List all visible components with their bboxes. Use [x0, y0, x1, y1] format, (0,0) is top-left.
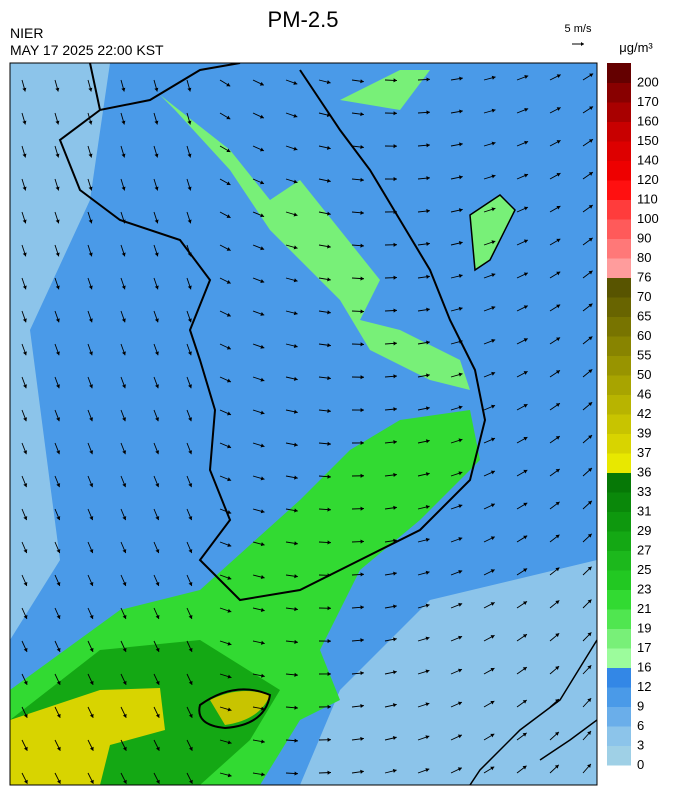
colorbar-box: [607, 414, 631, 434]
colorbar-box: [607, 239, 631, 259]
colorbar-label: 21: [637, 601, 651, 616]
colorbar-label: 120: [637, 172, 659, 187]
colorbar-box: [607, 551, 631, 571]
colorbar-label: 27: [637, 543, 651, 558]
colorbar-box: [607, 63, 631, 83]
colorbar-label: 33: [637, 484, 651, 499]
colorbar-box: [607, 434, 631, 454]
colorbar-label: 36: [637, 465, 651, 480]
colorbar-label: 23: [637, 582, 651, 597]
colorbar-box: [607, 648, 631, 668]
colorbar-label: 100: [637, 211, 659, 226]
colorbar-label: 76: [637, 270, 651, 285]
colorbar-label: 46: [637, 387, 651, 402]
colorbar-box: [607, 668, 631, 688]
colorbar-box: [607, 453, 631, 473]
colorbar-label: 110: [637, 192, 658, 207]
colorbar-label: 170: [637, 94, 659, 109]
colorbar-label: 3: [637, 738, 644, 753]
colorbar-box: [607, 629, 631, 649]
colorbar-box: [607, 531, 631, 551]
colorbar-label: 29: [637, 523, 651, 538]
agency: NIER: [10, 25, 43, 41]
colorbar-label: 16: [637, 660, 651, 675]
colorbar-box: [607, 161, 631, 181]
title: PM-2.5: [268, 7, 339, 32]
colorbar-box: [607, 200, 631, 220]
colorbar-label: 0: [637, 757, 644, 772]
colorbar-box: [607, 83, 631, 103]
colorbar-box: [607, 707, 631, 727]
colorbar-label: 39: [637, 426, 651, 441]
colorbar-box: [607, 278, 631, 298]
colorbar-label: 90: [637, 231, 651, 246]
colorbar-box: [607, 726, 631, 746]
colorbar-label: 17: [637, 640, 651, 655]
colorbar-label: 12: [637, 679, 651, 694]
colorbar-box: [607, 746, 631, 766]
colorbar-box: [607, 687, 631, 707]
colorbar-label: 70: [637, 289, 651, 304]
colorbar: 0369121617192123252729313336373942465055…: [607, 63, 659, 772]
unit: μg/m³: [619, 40, 653, 55]
datetime: MAY 17 2025 22:00 KST: [10, 42, 164, 58]
colorbar-box: [607, 102, 631, 122]
colorbar-label: 19: [637, 621, 651, 636]
colorbar-label: 55: [637, 348, 651, 363]
colorbar-box: [607, 570, 631, 590]
map: [10, 63, 597, 785]
colorbar-box: [607, 336, 631, 356]
colorbar-box: [607, 258, 631, 278]
colorbar-box: [607, 122, 631, 142]
colorbar-box: [607, 141, 631, 161]
colorbar-box: [607, 180, 631, 200]
colorbar-label: 140: [637, 153, 659, 168]
colorbar-label: 80: [637, 250, 651, 265]
colorbar-box: [607, 590, 631, 610]
colorbar-box: [607, 356, 631, 376]
colorbar-box: [607, 609, 631, 629]
colorbar-label: 200: [637, 75, 659, 90]
colorbar-label: 31: [637, 504, 651, 519]
colorbar-box: [607, 395, 631, 415]
colorbar-box: [607, 512, 631, 532]
colorbar-label: 65: [637, 309, 651, 324]
colorbar-label: 6: [637, 718, 644, 733]
colorbar-label: 9: [637, 699, 644, 714]
colorbar-box: [607, 473, 631, 493]
colorbar-label: 37: [637, 445, 651, 460]
colorbar-box: [607, 375, 631, 395]
colorbar-label: 42: [637, 406, 651, 421]
colorbar-label: 150: [637, 133, 659, 148]
colorbar-label: 25: [637, 562, 651, 577]
wind-scale-label: 5 m/s: [565, 23, 592, 35]
colorbar-box: [607, 317, 631, 337]
colorbar-box: [607, 297, 631, 317]
colorbar-label: 60: [637, 328, 651, 343]
colorbar-box: [607, 219, 631, 239]
colorbar-label: 50: [637, 367, 651, 382]
wind-scale-head: [581, 42, 584, 46]
colorbar-label: 160: [637, 114, 659, 129]
colorbar-box: [607, 492, 631, 512]
